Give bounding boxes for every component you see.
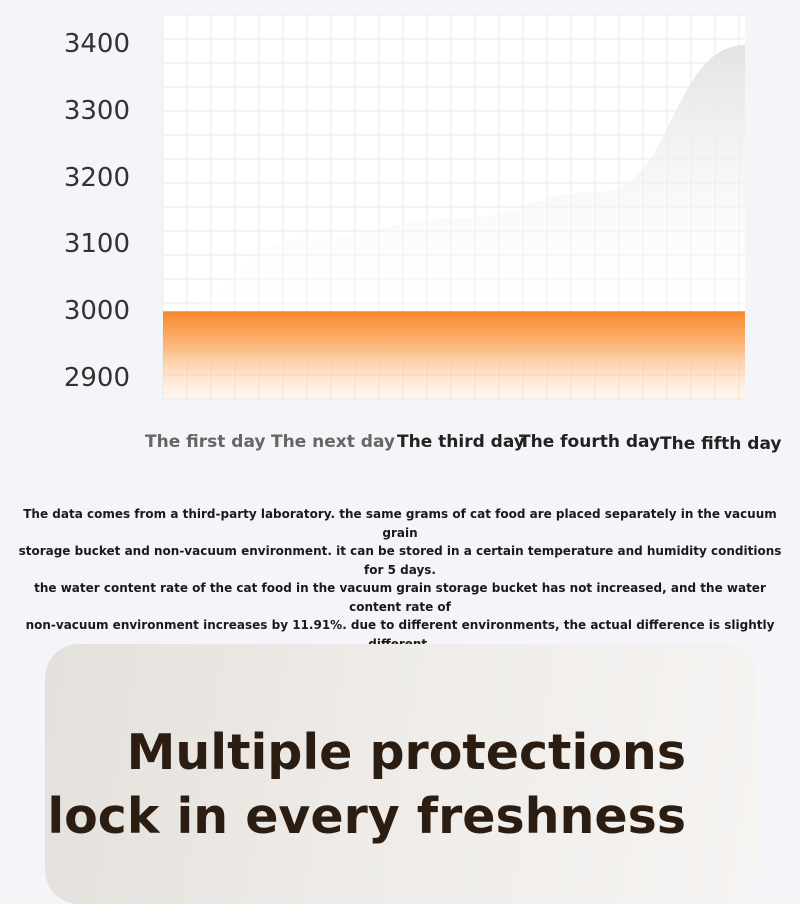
y-tick-label: 3100 bbox=[63, 229, 130, 260]
headline-line-2: lock in every freshness bbox=[47, 788, 686, 845]
x-tick-label: The first day bbox=[145, 432, 266, 452]
headline-line-1: Multiple protections bbox=[126, 724, 686, 781]
series-vacuum-area bbox=[163, 312, 745, 400]
x-tick-label: The fifth day bbox=[660, 434, 782, 454]
feature-card bbox=[45, 644, 757, 904]
x-tick-label: The next day bbox=[271, 432, 395, 452]
y-tick-label: 3300 bbox=[63, 95, 130, 126]
moisture-chart: 3400 3300 3200 3100 3000 2900 The first day Th… bbox=[63, 14, 782, 454]
y-tick-label: 3400 bbox=[63, 29, 130, 59]
x-tick-label: The third day bbox=[397, 432, 525, 452]
series-non-vacuum-area bbox=[163, 45, 745, 313]
data-source-note: The data comes from a third-party labora… bbox=[8, 505, 792, 653]
note-line: storage bucket and non-vacuum environmen… bbox=[18, 544, 782, 577]
note-line: The data comes from a third-party labora… bbox=[23, 507, 777, 540]
note-line: the water content rate of the cat food i… bbox=[34, 581, 766, 614]
x-tick-label: The fourth day bbox=[519, 432, 661, 452]
page: 3400 3300 3200 3100 3000 2900 The first day Th… bbox=[8, 14, 792, 904]
y-tick-label: 3000 bbox=[63, 296, 130, 327]
y-tick-label: 2900 bbox=[63, 363, 130, 393]
y-tick-label: 3200 bbox=[63, 162, 130, 193]
chart-canvas bbox=[162, 14, 745, 400]
